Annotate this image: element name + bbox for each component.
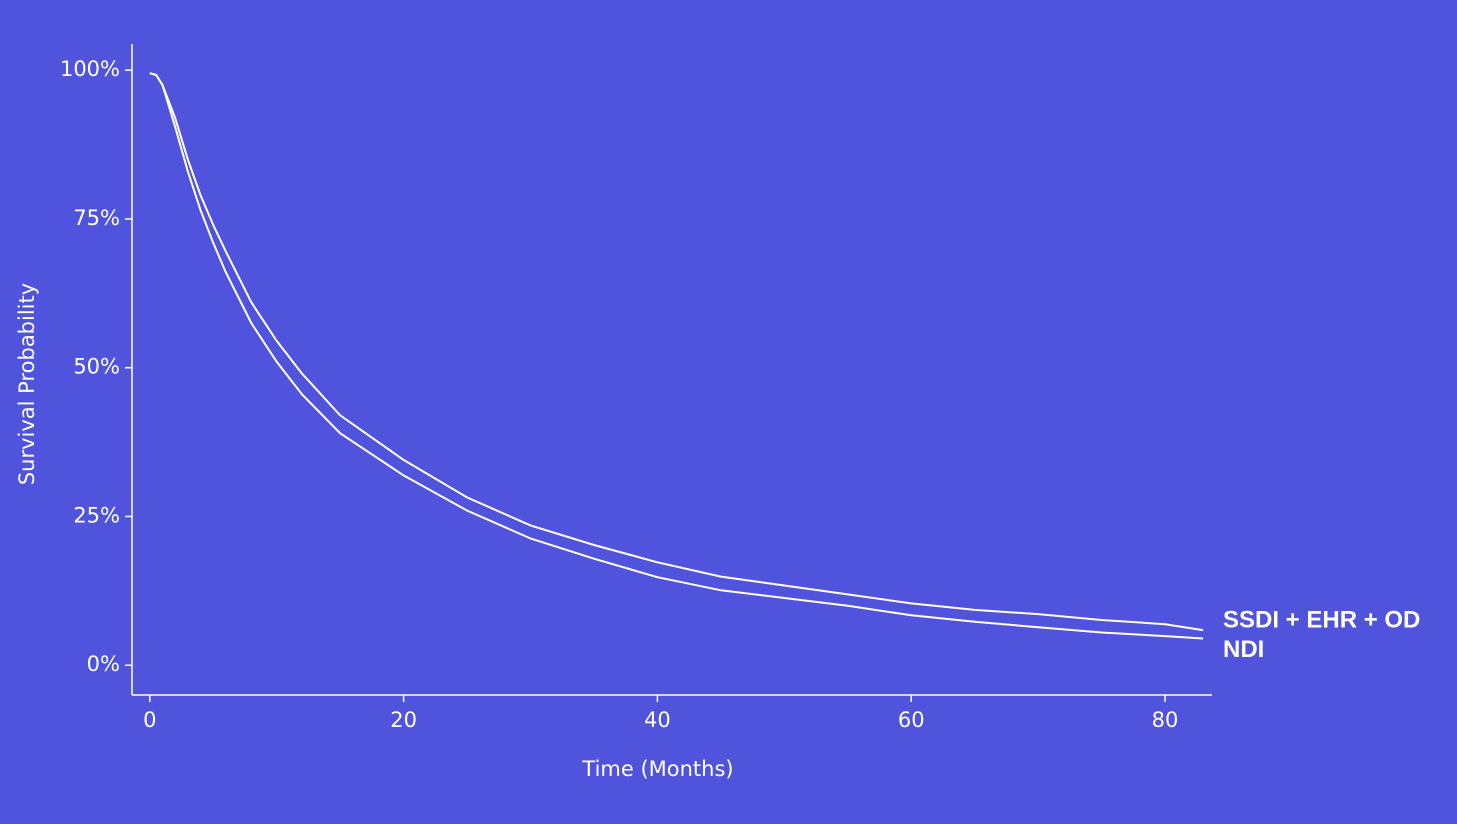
survival-curve [149,72,1204,632]
y-tick-label: 75% [73,206,120,230]
y-tick-label: 25% [73,503,120,527]
x-tick-label: 0 [143,708,156,732]
series-label: NDI [1223,636,1264,663]
survival-curve [149,72,1204,640]
x-tick-label: 60 [898,708,925,732]
x-tick-label: 20 [390,708,417,732]
x-axis-title: Time (Months) [581,757,733,781]
x-tick-label: 80 [1152,708,1179,732]
y-tick-label: 100% [60,57,120,81]
series-label: SSDI + EHR + OD [1223,606,1420,633]
x-tick-label: 40 [644,708,671,732]
y-axis-title: Survival Probability [15,283,39,485]
y-tick-label: 50% [73,355,120,379]
y-tick-label: 0% [87,652,120,676]
